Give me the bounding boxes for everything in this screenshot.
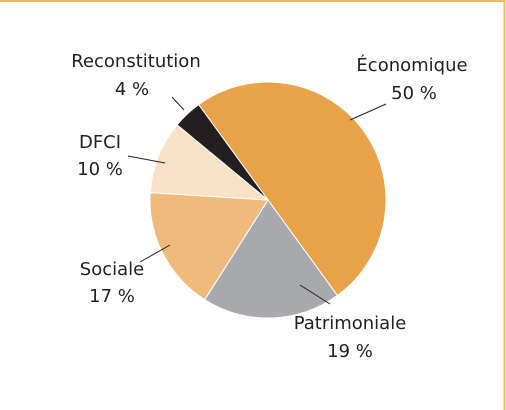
slice-value-label: 10 % — [77, 159, 123, 180]
slice-label: DFCI — [79, 132, 121, 153]
slice-label: Patrimoniale — [294, 313, 407, 334]
leader-line — [127, 155, 166, 164]
leader-line — [139, 244, 171, 263]
leader-line — [171, 96, 185, 111]
slice-label: Reconstitution — [71, 51, 200, 72]
slice-value-label: 4 % — [115, 79, 149, 100]
slice-value-label: 19 % — [327, 341, 373, 362]
leader-line — [349, 103, 387, 121]
slice-label: Sociale — [80, 259, 144, 280]
pie-slice — [197, 81, 387, 297]
pie-slice — [176, 103, 269, 201]
slice-value-label: 17 % — [89, 286, 135, 307]
slice-label: Économique — [356, 54, 467, 76]
pie-slice — [204, 199, 339, 319]
pie-slice — [149, 192, 269, 301]
leader-line — [299, 284, 331, 305]
slice-value-label: 50 % — [391, 83, 437, 104]
pie-slice — [149, 124, 270, 201]
